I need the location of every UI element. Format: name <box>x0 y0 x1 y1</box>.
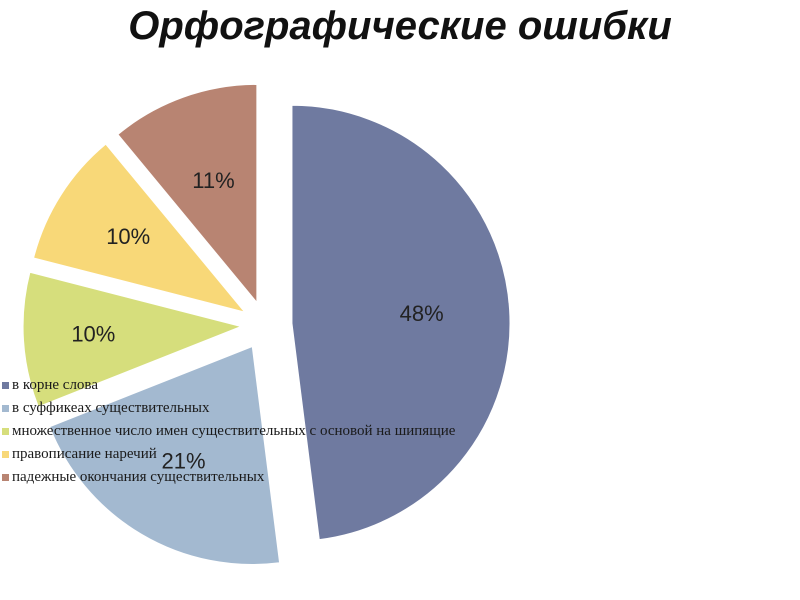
legend-swatch-1 <box>2 382 9 389</box>
pie-slice-5 <box>117 83 258 304</box>
legend-item-3: множественное число имен существительных… <box>2 420 455 443</box>
pie-slice-2 <box>48 345 281 565</box>
legend-label-3: множественное число имен существительных… <box>12 423 456 439</box>
pie-slice-1 <box>291 104 511 541</box>
legend-item-1: в корне слова <box>2 374 455 397</box>
legend-item-2: в суффикеах существительных <box>2 397 455 420</box>
legend-label-5: падежные окончания существительных <box>12 469 265 485</box>
legend-label-2: в суффикеах существительных <box>12 400 210 416</box>
chart-title: Орфографические ошибки <box>128 4 672 48</box>
legend-label-4: правописание наречий <box>12 446 157 462</box>
slice-value-label-4: 10% <box>106 224 150 249</box>
slice-value-label-1: 48% <box>400 301 444 326</box>
pie-slice-3 <box>22 271 243 408</box>
legend-swatch-2 <box>2 405 9 412</box>
slice-value-label-2: 21% <box>162 449 206 474</box>
chart-legend: в корне слова в суффикеах существительных… <box>2 374 455 489</box>
legend-swatch-4 <box>2 451 9 458</box>
pie-slice-4 <box>32 143 247 314</box>
legend-item-5: падежные окончания существительных <box>2 466 455 489</box>
legend-item-4: правописание наречий <box>2 443 455 466</box>
legend-swatch-5 <box>2 474 9 481</box>
slice-value-label-5: 11% <box>192 168 234 193</box>
legend-swatch-3 <box>2 428 9 435</box>
legend-label-1: в корне слова <box>12 377 98 393</box>
slice-value-label-3: 10% <box>71 322 115 347</box>
